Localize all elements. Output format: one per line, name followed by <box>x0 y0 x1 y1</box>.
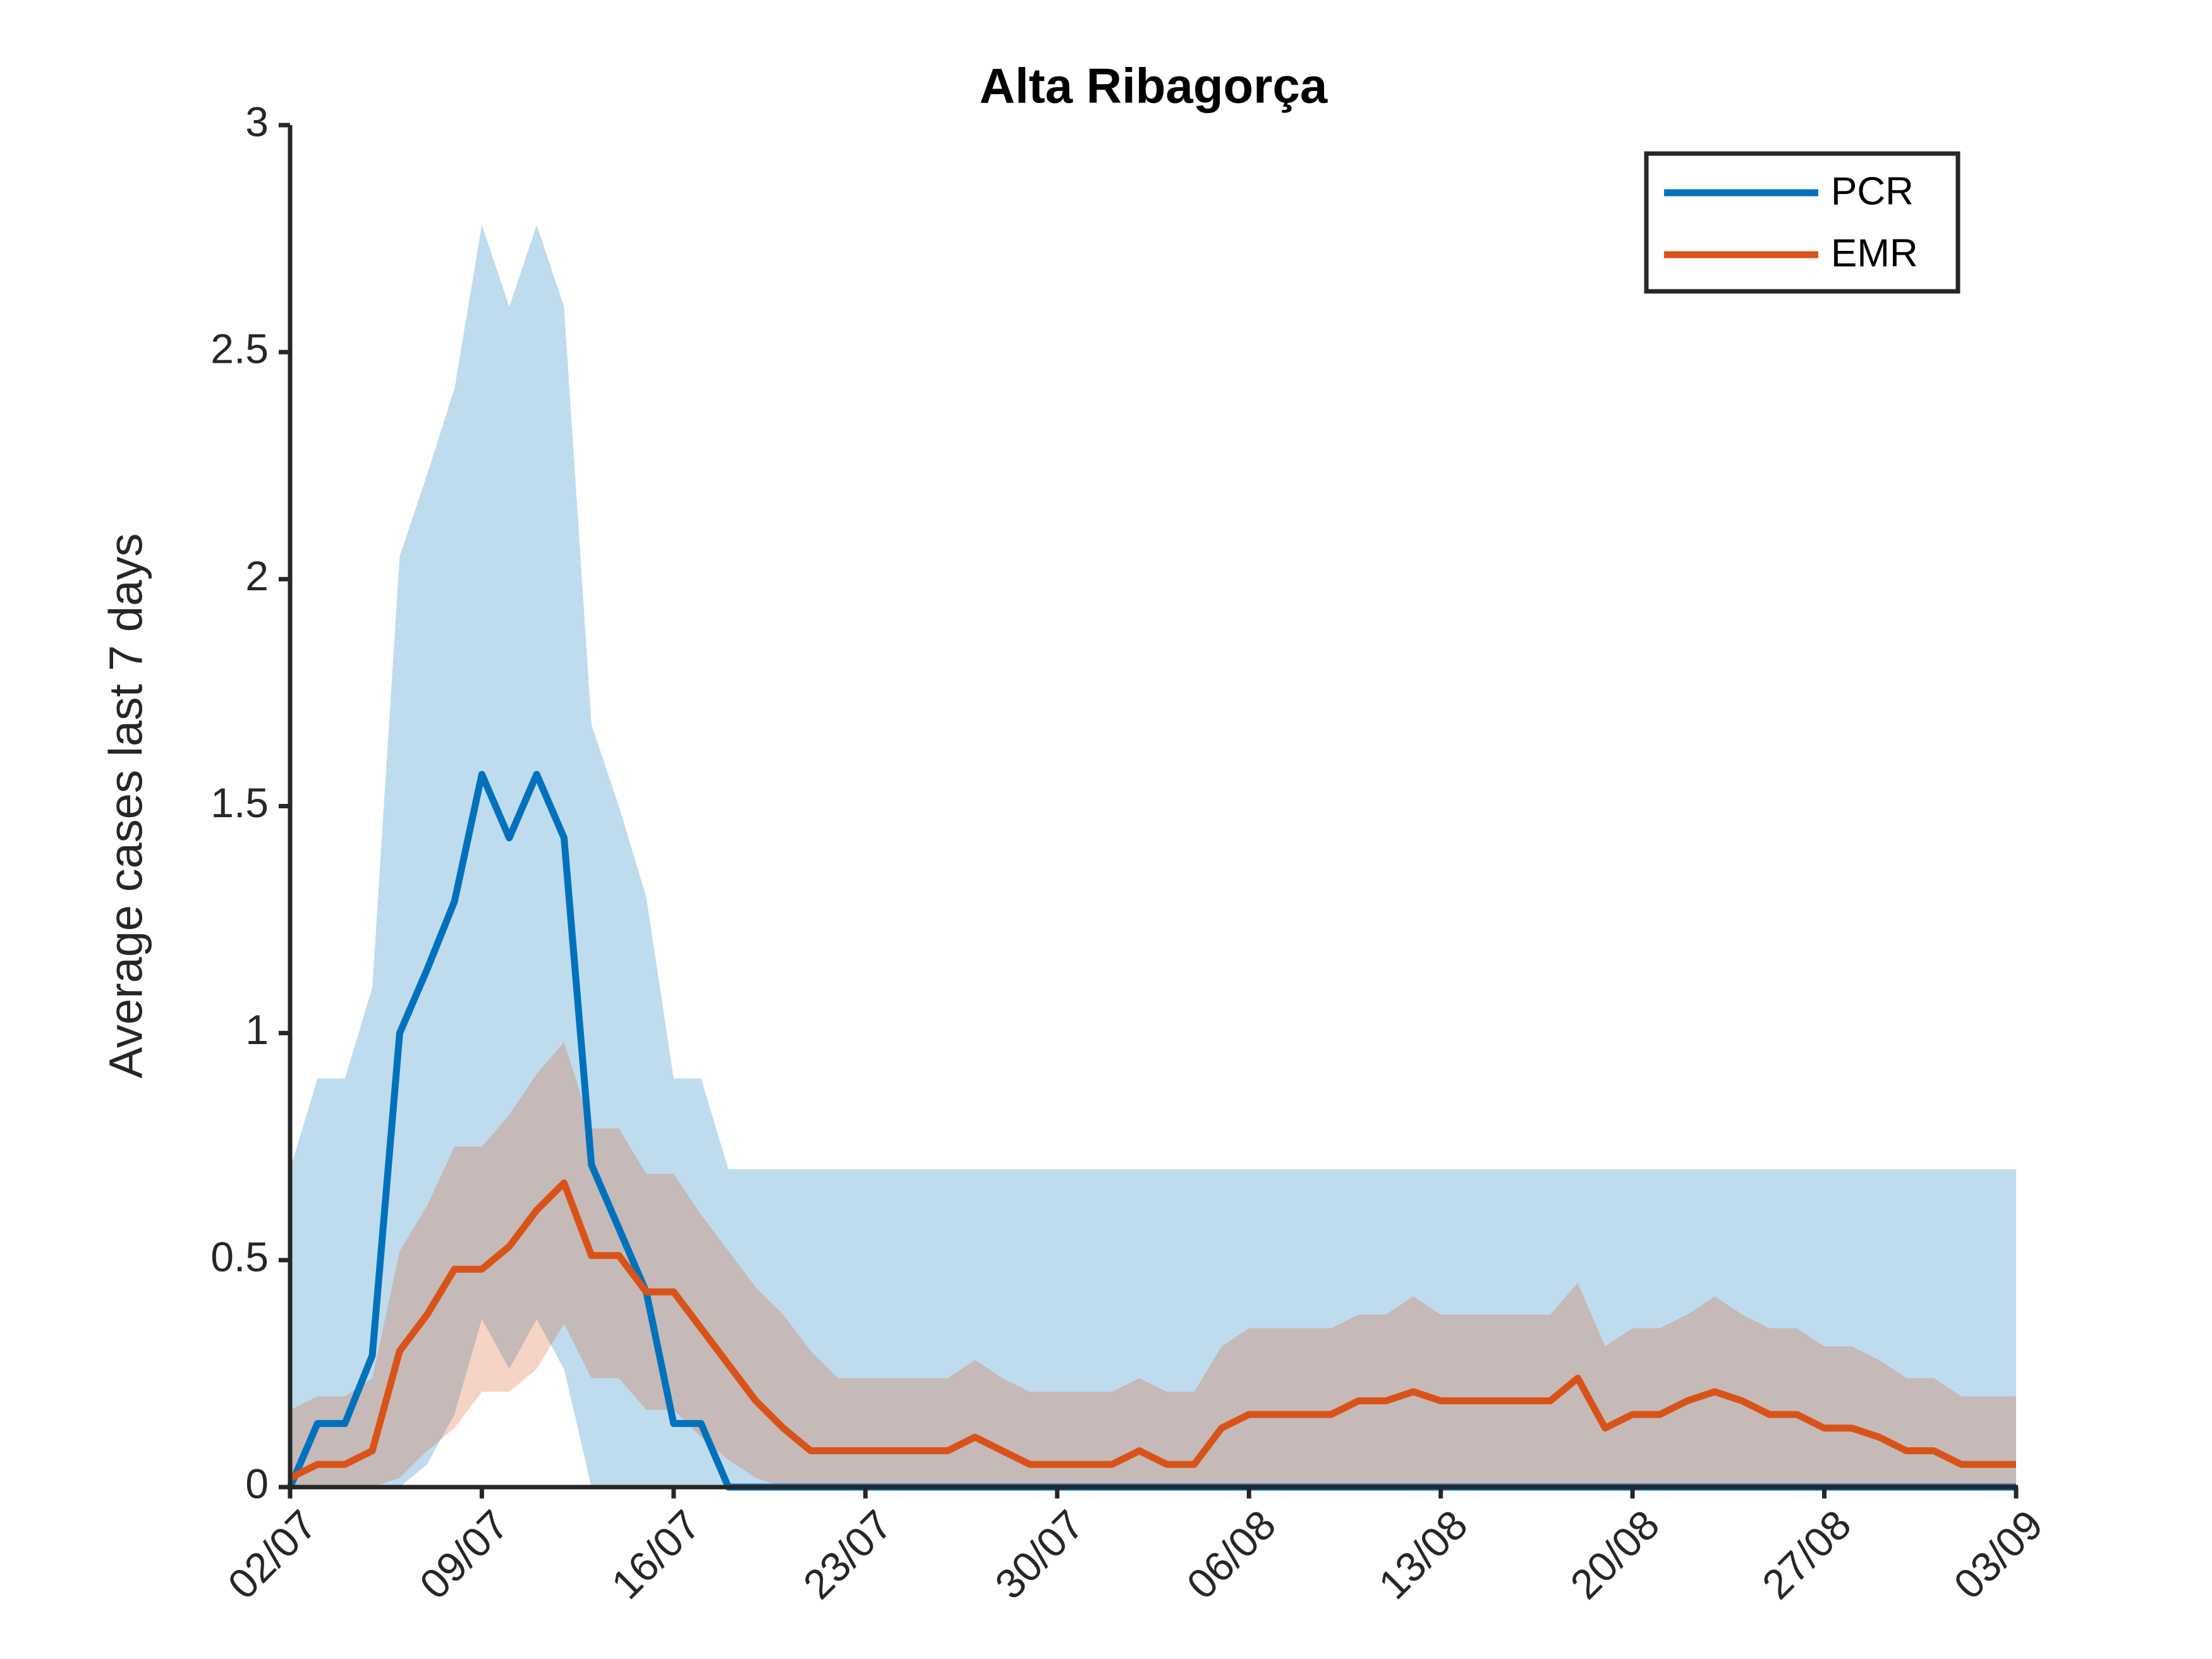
legend-box <box>1644 151 1960 294</box>
legend-label: EMR <box>1831 231 1918 275</box>
x-tick-label: 09/07 <box>411 1501 518 1608</box>
x-tick-label: 03/09 <box>1945 1501 2051 1608</box>
x-tick-label: 20/08 <box>1561 1501 1668 1608</box>
y-tick-label: 1 <box>245 1006 269 1053</box>
y-tick-label: 1.5 <box>210 779 269 826</box>
x-tick-label: 16/07 <box>602 1501 709 1608</box>
x-tick-label: 06/08 <box>1177 1501 1284 1608</box>
x-tick-label: 30/07 <box>986 1501 1093 1608</box>
legend-label: PCR <box>1831 169 1914 213</box>
x-tick-label: 27/08 <box>1753 1501 1860 1608</box>
y-tick-label: 0.5 <box>210 1233 269 1280</box>
x-tick-label: 13/08 <box>1370 1501 1476 1608</box>
y-tick-label: 2.5 <box>210 325 269 372</box>
y-tick-label: 2 <box>245 552 269 599</box>
y-tick-label: 3 <box>245 98 269 145</box>
legend: PCR EMR <box>1644 151 1960 294</box>
y-axis-label: Average cases last 7 days <box>100 533 152 1078</box>
line <box>288 1179 2016 1481</box>
y-tick-label: 0 <box>245 1460 269 1507</box>
confidence-band <box>290 225 2016 1487</box>
x-tick-label: 02/07 <box>219 1501 325 1608</box>
x-tick-label: 23/07 <box>794 1501 901 1608</box>
confidence-band <box>290 1042 2016 1487</box>
chart-title: Alta Ribagorça <box>980 58 1328 114</box>
